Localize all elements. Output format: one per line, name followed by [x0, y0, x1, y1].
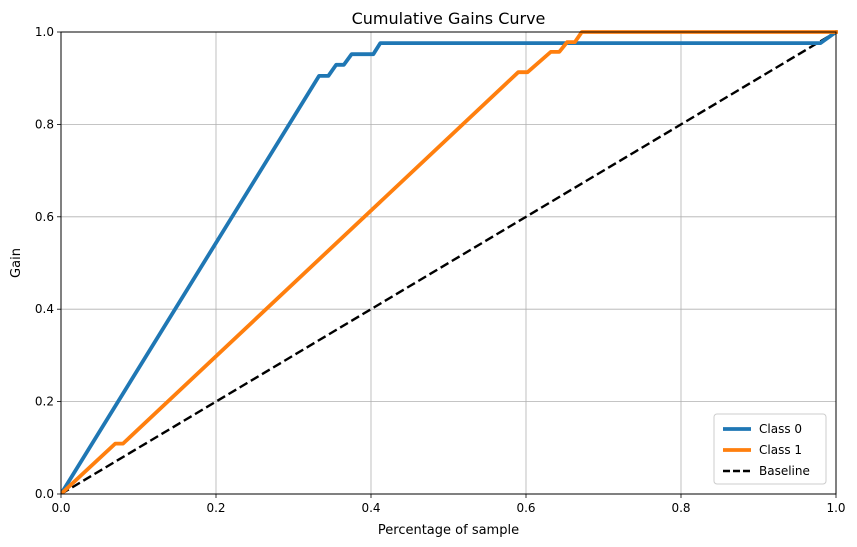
- x-axis-ticks: 0.0 0.2 0.4 0.6 0.8 1.0: [51, 494, 846, 515]
- y-tick-label: 0.6: [35, 210, 54, 224]
- y-tick-label: 0.8: [35, 117, 54, 131]
- x-axis-label: Percentage of sample: [378, 523, 519, 538]
- x-tick-label: 1.0: [826, 501, 845, 515]
- x-tick-label: 0.2: [206, 501, 225, 515]
- x-tick-label: 0.8: [671, 501, 690, 515]
- series-line-baseline: [61, 30, 837, 494]
- legend-box: [713, 413, 827, 485]
- legend-label: Baseline: [759, 464, 810, 478]
- baseline-layer: [61, 30, 837, 494]
- plot-frame: [60, 31, 837, 495]
- y-axis-ticks: 0.0 0.2 0.4 0.6 0.8 1.0: [35, 25, 61, 501]
- series-line-class-0: [61, 30, 838, 494]
- series-layer: [61, 30, 838, 494]
- x-tick-label: 0.0: [51, 501, 70, 515]
- legend-label: Class 1: [759, 443, 802, 457]
- y-tick-label: 1.0: [35, 25, 54, 39]
- y-axis-label: Gain: [9, 248, 24, 278]
- y-tick-label: 0.4: [35, 302, 54, 316]
- y-tick-label: 0.2: [35, 395, 54, 409]
- x-tick-label: 0.6: [516, 501, 535, 515]
- legend: Class 0 Class 1 Baseline: [713, 413, 827, 485]
- y-tick-label: 0.0: [35, 487, 54, 501]
- series-line-class-1: [61, 30, 838, 494]
- x-tick-label: 0.4: [361, 501, 380, 515]
- legend-label: Class 0: [759, 422, 802, 436]
- chart-title: Cumulative Gains Curve: [352, 9, 546, 28]
